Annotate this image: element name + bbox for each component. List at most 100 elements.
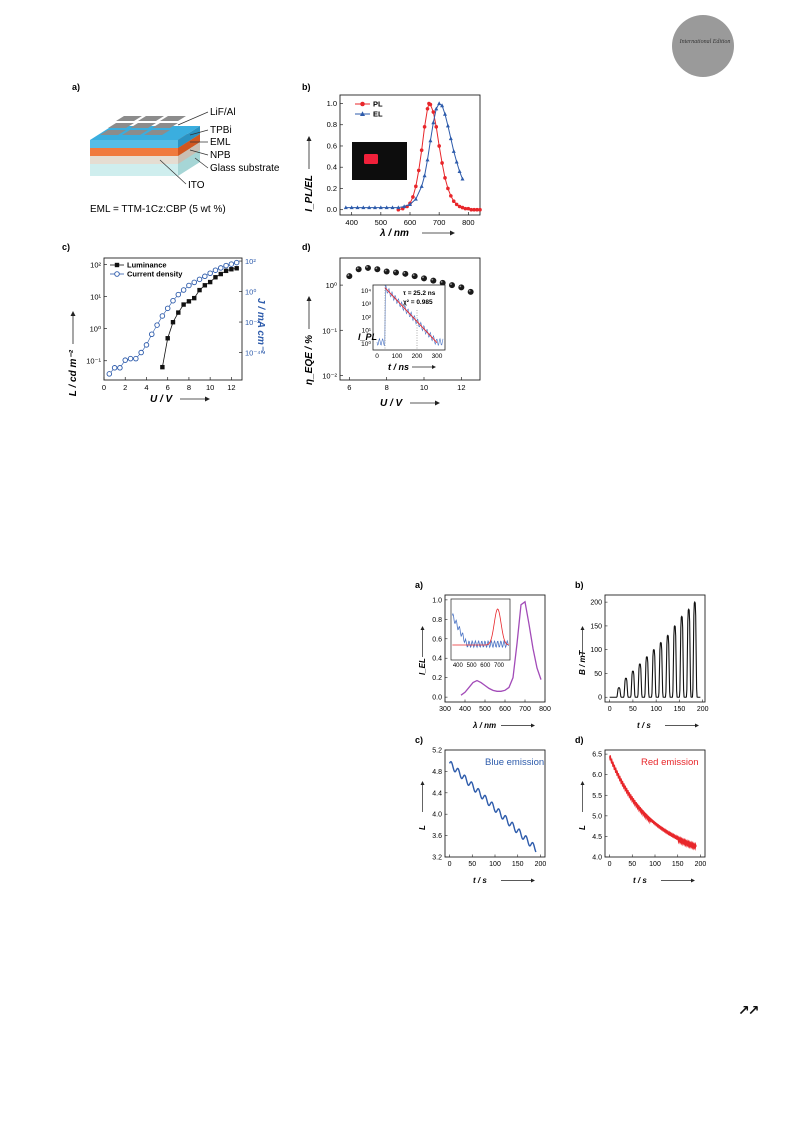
point-PL [469,207,474,212]
point-PL [460,205,465,210]
x-tick-label: 200 [697,706,709,713]
y-axis-arrowhead [420,781,425,785]
x-axis-arrowhead [435,400,440,406]
layer-leader-lines [159,111,209,185]
point-current-density [149,331,155,337]
x-axis-arrowhead [205,396,210,402]
x-tick-label: 200 [535,861,547,868]
point-eqe-highlight [459,285,462,288]
eml-composition-note: EML = TTM-1Cz:CBP (5 wt %) [90,204,226,215]
x-axis-arrowhead [531,878,535,883]
y-tick-label: 0.0 [432,695,442,702]
x-tick-label: 600 [499,706,511,713]
x-axis-label: t / s [473,876,487,885]
point-current-density [111,365,118,371]
point-eqe [355,266,362,273]
y-left-tick-label: 10⁰ [90,325,101,334]
point-current-density [233,259,240,266]
point-PL [434,125,439,129]
point-EL [460,176,465,181]
continue-arrows: ↗↗ [738,1003,760,1019]
y-tick-label: 200 [590,600,602,607]
y-tick-label: 100 [590,647,602,654]
point-EL [454,159,459,164]
point-PL [428,102,433,107]
point-luminance [192,295,197,301]
point-current-density [106,371,113,377]
point-PL [431,110,436,114]
point-luminance [170,320,176,325]
x-tick-label: 50 [629,706,637,713]
point-eqe [393,269,399,276]
y-tick-label: 5.5 [592,793,602,800]
point-luminance [186,299,192,304]
inset-blue-data [451,612,509,649]
inset-red-data [452,608,509,646]
y-tick-label: 0.6 [432,636,442,643]
x-tick-label: 800 [462,218,475,227]
y-tick-label: 4.0 [432,812,442,819]
legend-marker-EL [360,111,365,116]
x-tick-label: 0 [102,383,106,392]
y-right-axis-group: J / mA cm⁻² [255,298,266,354]
panel-label-2b: b) [575,580,584,590]
y-axis-label-group: η_EQE / % [304,296,315,385]
y-axis-label-group: L [418,781,427,830]
panel-label-2a: a) [415,580,423,590]
y-axis-label-arrowhead [306,296,312,301]
point-current-density [202,273,208,280]
point-EL [445,123,450,128]
x-tick-label: 0 [448,861,452,868]
x-tick-label: 150 [674,706,686,713]
point-EL [457,169,462,174]
y-axis-label: L [418,825,427,830]
x-axis-label: λ / nm [379,228,409,239]
y-tick-label: 0.8 [327,120,337,129]
y-tick-label: 0.4 [432,656,442,663]
point-EL [367,205,372,210]
panel-label-1c: c) [62,242,70,252]
point-eqe-highlight [412,274,415,276]
x-tick-label: 6 [166,383,170,392]
point-PL [449,194,453,198]
point-EL [378,205,383,210]
y-axis-label-group: L / cd m⁻² [68,311,79,396]
series-line-PL [398,102,480,211]
point-eqe-highlight [440,280,443,283]
y-tick-label: 0.0 [327,205,337,214]
point-EL [361,205,366,210]
y-tick-label: 6.5 [592,752,602,759]
y-right-tick-label: 10⁰ [245,288,256,297]
x-axis-label: t / s [633,876,647,885]
x-tick-label: 700 [519,706,531,713]
y-axis-label: L [578,825,587,830]
point-luminance [197,287,202,293]
point-luminance [218,271,223,277]
x-axis-arrowhead [450,230,455,236]
device-photo-inset [352,142,407,180]
point-PL [472,207,476,212]
point-luminance [223,268,229,274]
y-right-tick-label: 10² [245,257,256,266]
x-tick-label: 0 [608,861,612,868]
x-axis-arrowhead [695,723,699,728]
chart-title: Blue emission [485,757,544,768]
journal-badge [672,15,734,77]
point-eqe-highlight [384,269,387,272]
layer-label-ito: ITO [188,180,205,191]
inset-x-tick-label: 0 [375,353,379,360]
y-axis-label-arrowhead [306,136,312,141]
inset-x-tick-label: 300 [432,353,443,360]
inset-y-tick-label: 10² [362,314,372,321]
plot-frame [103,257,243,381]
point-eqe-highlight [394,270,396,273]
y-tick-label: 5.0 [592,813,602,820]
point-current-density [212,267,219,273]
point-current-density [138,349,144,356]
y-left-tick-label: 10¹ [90,293,101,302]
y-axis-label-group: I_EL [418,626,427,675]
inset-fit-line [384,287,438,344]
point-luminance [207,279,213,285]
y-tick-label: 0.4 [327,163,337,172]
